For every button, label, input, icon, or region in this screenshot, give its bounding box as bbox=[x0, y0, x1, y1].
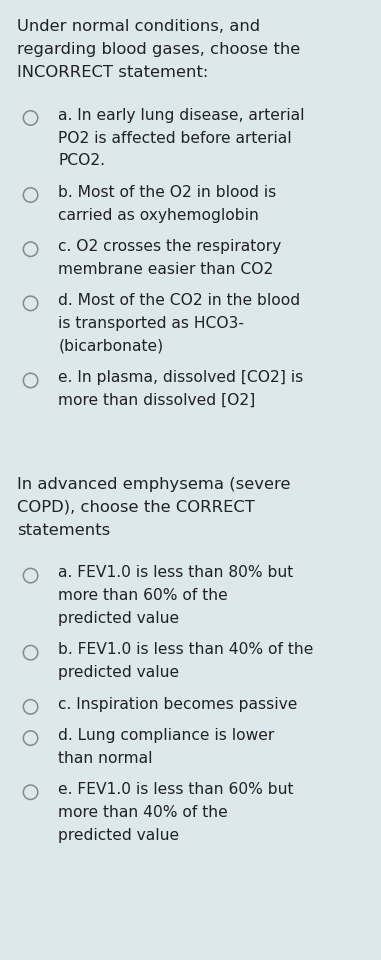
Text: a. In early lung disease, arterial: a. In early lung disease, arterial bbox=[58, 108, 305, 123]
Text: PO2 is affected before arterial: PO2 is affected before arterial bbox=[58, 131, 292, 146]
Text: c. O2 crosses the respiratory: c. O2 crosses the respiratory bbox=[58, 239, 282, 253]
Text: membrane easier than CO2: membrane easier than CO2 bbox=[58, 262, 274, 276]
Text: regarding blood gases, choose the: regarding blood gases, choose the bbox=[17, 42, 300, 58]
Text: (bicarbonate): (bicarbonate) bbox=[58, 339, 163, 354]
Text: PCO2.: PCO2. bbox=[58, 154, 105, 168]
Text: more than dissolved [O2]: more than dissolved [O2] bbox=[58, 393, 256, 408]
Text: b. FEV1.0 is less than 40% of the: b. FEV1.0 is less than 40% of the bbox=[58, 642, 314, 658]
Text: predicted value: predicted value bbox=[58, 612, 179, 626]
Text: In advanced emphysema (severe: In advanced emphysema (severe bbox=[17, 477, 290, 492]
Text: c. Inspiration becomes passive: c. Inspiration becomes passive bbox=[58, 697, 298, 711]
Text: COPD), choose the CORRECT: COPD), choose the CORRECT bbox=[17, 500, 255, 515]
Text: predicted value: predicted value bbox=[58, 828, 179, 843]
Text: more than 40% of the: more than 40% of the bbox=[58, 804, 228, 820]
Text: carried as oxyhemoglobin: carried as oxyhemoglobin bbox=[58, 207, 259, 223]
Text: Under normal conditions, and: Under normal conditions, and bbox=[17, 19, 260, 35]
Text: INCORRECT statement:: INCORRECT statement: bbox=[17, 65, 208, 81]
Text: predicted value: predicted value bbox=[58, 665, 179, 681]
Text: more than 60% of the: more than 60% of the bbox=[58, 588, 228, 603]
Text: statements: statements bbox=[17, 523, 110, 538]
Text: is transported as HCO3-: is transported as HCO3- bbox=[58, 316, 244, 331]
Text: d. Most of the CO2 in the blood: d. Most of the CO2 in the blood bbox=[58, 293, 301, 308]
Text: e. In plasma, dissolved [CO2] is: e. In plasma, dissolved [CO2] is bbox=[58, 371, 304, 385]
Text: d. Lung compliance is lower: d. Lung compliance is lower bbox=[58, 728, 275, 743]
Text: e. FEV1.0 is less than 60% but: e. FEV1.0 is less than 60% but bbox=[58, 782, 294, 797]
Text: a. FEV1.0 is less than 80% but: a. FEV1.0 is less than 80% but bbox=[58, 565, 294, 580]
Text: than normal: than normal bbox=[58, 751, 153, 766]
Text: b. Most of the O2 in blood is: b. Most of the O2 in blood is bbox=[58, 184, 277, 200]
